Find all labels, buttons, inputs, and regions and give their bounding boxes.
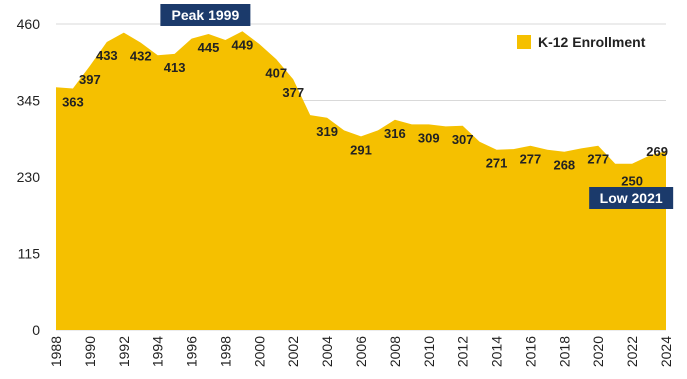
data-label: 316 [384,126,406,141]
data-label: 433 [96,48,118,63]
data-label: 449 [232,37,254,52]
x-tick-label: 2008 [387,336,403,367]
data-label: 432 [130,49,152,64]
x-tick-label: 2006 [353,336,369,367]
legend: K-12 Enrollment [517,34,646,50]
data-label: 407 [265,65,287,80]
x-tick-label: 2004 [319,336,335,367]
data-label: 250 [621,174,643,189]
data-label: 277 [520,152,542,167]
x-tick-label: 2010 [421,336,437,367]
legend-label: K-12 Enrollment [538,34,646,50]
x-tick-label: 2016 [522,336,538,367]
data-label: 319 [316,124,338,139]
data-label: 413 [164,60,186,75]
y-tick-label: 115 [18,246,41,262]
area-series [56,31,666,331]
y-tick-label: 230 [17,169,41,185]
x-tick-label: 2024 [658,336,674,367]
x-tick-label: 1996 [184,336,200,367]
x-tick-label: 2020 [590,336,606,367]
data-label: 377 [282,85,304,100]
x-tick-label: 2012 [455,336,471,367]
data-label: 363 [62,95,84,110]
x-tick-label: 2018 [556,336,572,367]
x-tick-label: 1998 [217,336,233,367]
x-tick-label: 2014 [489,336,505,367]
legend-swatch [517,35,531,49]
annotations: Peak 1999 Low 2021 [160,4,674,209]
data-label: 291 [350,142,372,157]
data-label: 277 [587,152,609,167]
x-tick-label: 1990 [82,336,98,367]
y-tick-label: 345 [17,93,41,109]
data-label: 268 [553,158,575,173]
x-tick-label: 2002 [285,336,301,367]
peak-callout-box [160,4,251,26]
x-tick-label: 1988 [48,336,64,367]
x-tick-label: 1992 [116,336,132,367]
area-k12-enrollment [56,31,666,331]
data-label: 397 [79,72,101,87]
x-axis-ticks: 1988 1990 1992 1994 1996 1998 2000 2002 2004 2006… [48,336,674,367]
data-label: 271 [486,156,508,171]
x-tick-label: 2022 [624,336,640,367]
y-tick-label: 460 [17,16,41,32]
low-callout-box [589,187,674,209]
x-tick-label: 2000 [251,336,267,367]
peak-callout-label: Peak 1999 [172,7,240,23]
low-callout-label: Low 2021 [600,190,663,206]
y-tick-label: 0 [32,322,40,338]
data-labels: 363 397 433 432 413 445 449 407 377 319 291 316 309 3… [62,37,668,188]
data-label: 309 [418,130,440,145]
data-label: 445 [198,40,220,55]
y-axis-ticks: 0 115 230 345 460 [17,16,41,338]
x-tick-label: 1994 [150,336,166,367]
data-label: 307 [452,132,474,147]
data-label: 269 [646,144,668,159]
